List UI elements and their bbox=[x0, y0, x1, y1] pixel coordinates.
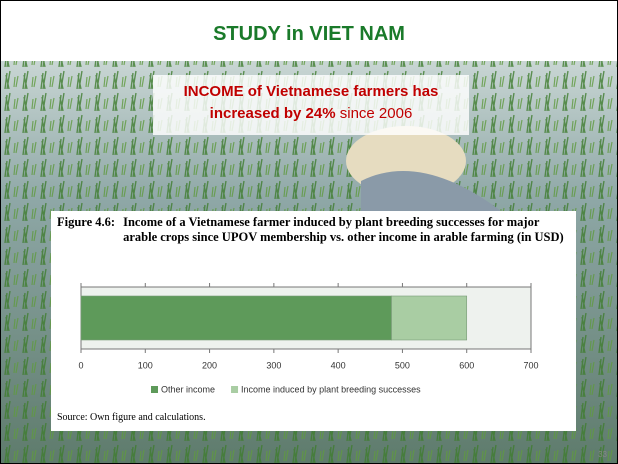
headline-text: increased by 24% bbox=[210, 105, 336, 122]
x-tick-label: 400 bbox=[331, 360, 346, 370]
bar-segment bbox=[81, 296, 392, 340]
bar-segment bbox=[392, 296, 467, 340]
headline-text: INCOME of Vietnamese farmers has bbox=[184, 83, 439, 100]
legend-swatch bbox=[231, 386, 238, 393]
legend-swatch bbox=[151, 386, 158, 393]
legend-label: Other income bbox=[161, 384, 215, 394]
page-number: 33 bbox=[598, 450, 607, 459]
chart: 0 100 200 300 400 500 600 700 Other income Income… bbox=[51, 211, 576, 401]
headline-text: since 2006 bbox=[340, 105, 413, 122]
x-tick-label: 700 bbox=[523, 360, 538, 370]
x-tick-label: 200 bbox=[202, 360, 217, 370]
slide: STUDY in VIET NAM INCOME of Vietnamese f… bbox=[0, 0, 618, 464]
x-tick-label: 100 bbox=[138, 360, 153, 370]
headline: INCOME of Vietnamese farmers has increas… bbox=[153, 75, 469, 135]
slide-title: STUDY in VIET NAM bbox=[1, 23, 617, 46]
x-tick-label: 300 bbox=[266, 360, 281, 370]
source: Source: Own figure and calculations. bbox=[57, 412, 206, 423]
legend-label: Income induced by plant breeding success… bbox=[241, 384, 421, 394]
x-tick-label: 0 bbox=[78, 360, 83, 370]
x-tick-label: 500 bbox=[395, 360, 410, 370]
x-tick-label: 600 bbox=[459, 360, 474, 370]
figure: Figure 4.6: Income of a Vietnamese farme… bbox=[51, 211, 576, 431]
